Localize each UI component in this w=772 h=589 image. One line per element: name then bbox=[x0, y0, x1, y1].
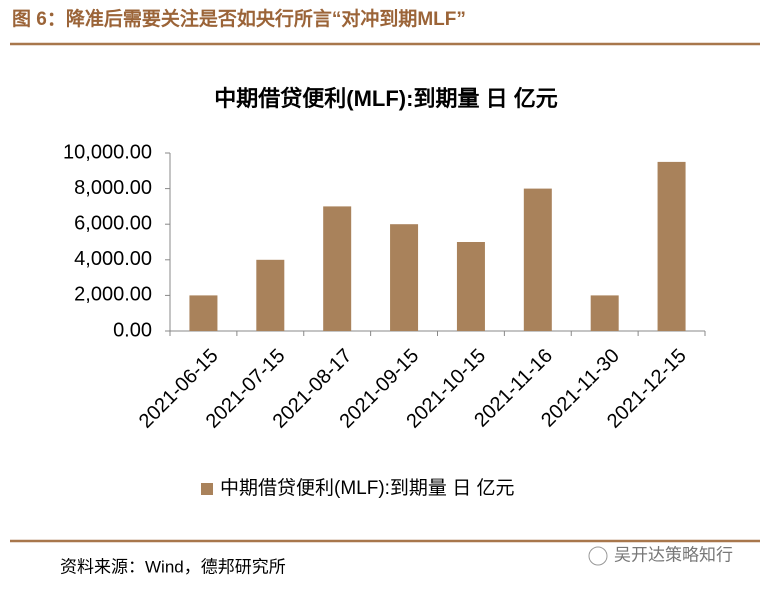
bar bbox=[523, 188, 552, 331]
legend-label: 中期借贷便利(MLF):到期量 日 亿元 bbox=[220, 477, 515, 499]
watermark-icon bbox=[588, 546, 608, 566]
y-tick-label: 0.00 bbox=[113, 319, 152, 341]
y-tick-label: 4,000.00 bbox=[74, 248, 152, 270]
legend-swatch bbox=[201, 483, 213, 495]
bar bbox=[590, 295, 619, 331]
y-tick-label: 6,000.00 bbox=[74, 212, 152, 234]
bar bbox=[256, 259, 285, 331]
figure-title: 图 6：降准后需要关注是否如央行所言“对冲到期MLF” bbox=[12, 7, 466, 30]
source: 资料来源：Wind，德邦研究所 bbox=[60, 557, 286, 576]
chart-title: 中期借贷便利(MLF):到期量 日 亿元 bbox=[214, 86, 557, 111]
bar bbox=[323, 206, 352, 331]
y-tick-label: 2,000.00 bbox=[74, 284, 152, 306]
bar bbox=[390, 224, 419, 331]
bar bbox=[456, 242, 485, 331]
bar bbox=[657, 161, 686, 331]
watermark: 吴开达策略知行 bbox=[614, 545, 733, 564]
y-tick-label: 10,000.00 bbox=[63, 141, 152, 163]
y-tick-label: 8,000.00 bbox=[74, 177, 152, 199]
bar bbox=[189, 295, 218, 331]
